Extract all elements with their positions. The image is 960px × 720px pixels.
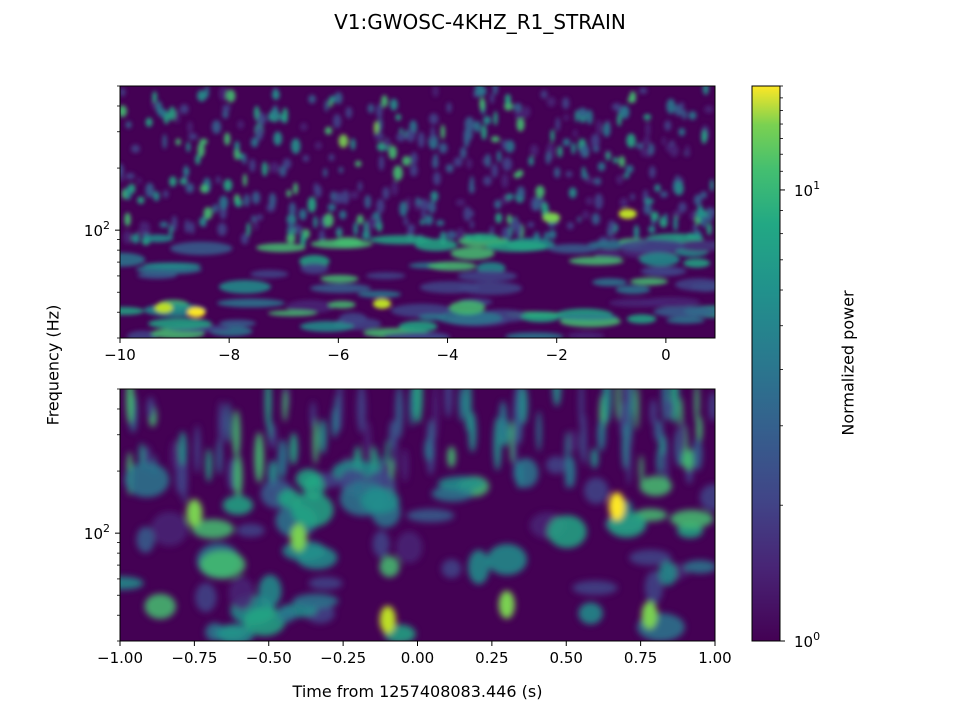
y-tick-label: 102 xyxy=(84,522,110,543)
colorbar-tick-label: 101 xyxy=(794,179,820,200)
hotspot-bot-1 xyxy=(379,605,396,634)
colorbar-tick-label: 100 xyxy=(794,630,820,651)
colorbar-ticks: 100 101 xyxy=(780,85,820,651)
x-tick-label: 0.00 xyxy=(401,649,434,667)
x-tick-label: −0.25 xyxy=(320,649,366,667)
hotspot-top-3 xyxy=(618,208,637,219)
top-panel-heatmap xyxy=(120,86,715,338)
x-axis-label: Time from 1257408083.446 (s) xyxy=(292,682,543,701)
hotspot-bot-5 xyxy=(290,523,307,552)
x-tick-label: 0 xyxy=(661,346,671,364)
x-tick-label: −4 xyxy=(436,346,458,364)
x-tick-label: 0.25 xyxy=(475,649,508,667)
x-tick-label: −2 xyxy=(546,346,568,364)
x-tick-label: −6 xyxy=(327,346,349,364)
bottom-panel: −1.00 −0.75 −0.50 −0.25 0.00 0.25 0.50 0.75 1.00… xyxy=(84,388,732,667)
colorbar-gradient xyxy=(751,85,781,642)
top-panel-ticks: −10 −8 −6 −4 −2 0 102 xyxy=(84,85,671,364)
hotspot-bot-4 xyxy=(186,499,203,528)
x-tick-label: 0.50 xyxy=(550,649,583,667)
hotspot-top-0 xyxy=(187,307,206,318)
hotspot-top-2 xyxy=(154,302,173,313)
bottom-panel-ticks: −1.00 −0.75 −0.50 −0.25 0.00 0.25 0.50 0.75 1.00… xyxy=(84,388,732,667)
hotspot-bot-2 xyxy=(498,590,515,619)
top-panel: −10 −8 −6 −4 −2 0 102 xyxy=(84,85,716,364)
x-tick-label: 1.00 xyxy=(698,649,731,667)
colorbar-label: Normalized power xyxy=(838,290,858,436)
x-tick-label: −0.50 xyxy=(246,649,292,667)
y-tick-label: 102 xyxy=(84,219,110,240)
x-tick-label: −0.75 xyxy=(171,649,217,667)
x-tick-label: −10 xyxy=(104,346,136,364)
x-tick-label: −1.00 xyxy=(97,649,143,667)
x-tick-label: 0.75 xyxy=(624,649,657,667)
hotspot-bot-3 xyxy=(641,601,658,630)
hotspot-bot-0 xyxy=(608,492,625,521)
colorbar: 100 101 xyxy=(751,85,820,651)
y-axis-label: Frequency (Hz) xyxy=(43,304,63,426)
hotspot-top-4 xyxy=(542,212,561,223)
x-tick-label: −8 xyxy=(218,346,240,364)
hotspot-top-1 xyxy=(373,298,392,309)
top-panel-frame xyxy=(119,85,716,339)
bottom-panel-heatmap xyxy=(120,389,715,641)
chart-title: V1:GWOSC-4KHZ_R1_STRAIN xyxy=(334,10,626,34)
